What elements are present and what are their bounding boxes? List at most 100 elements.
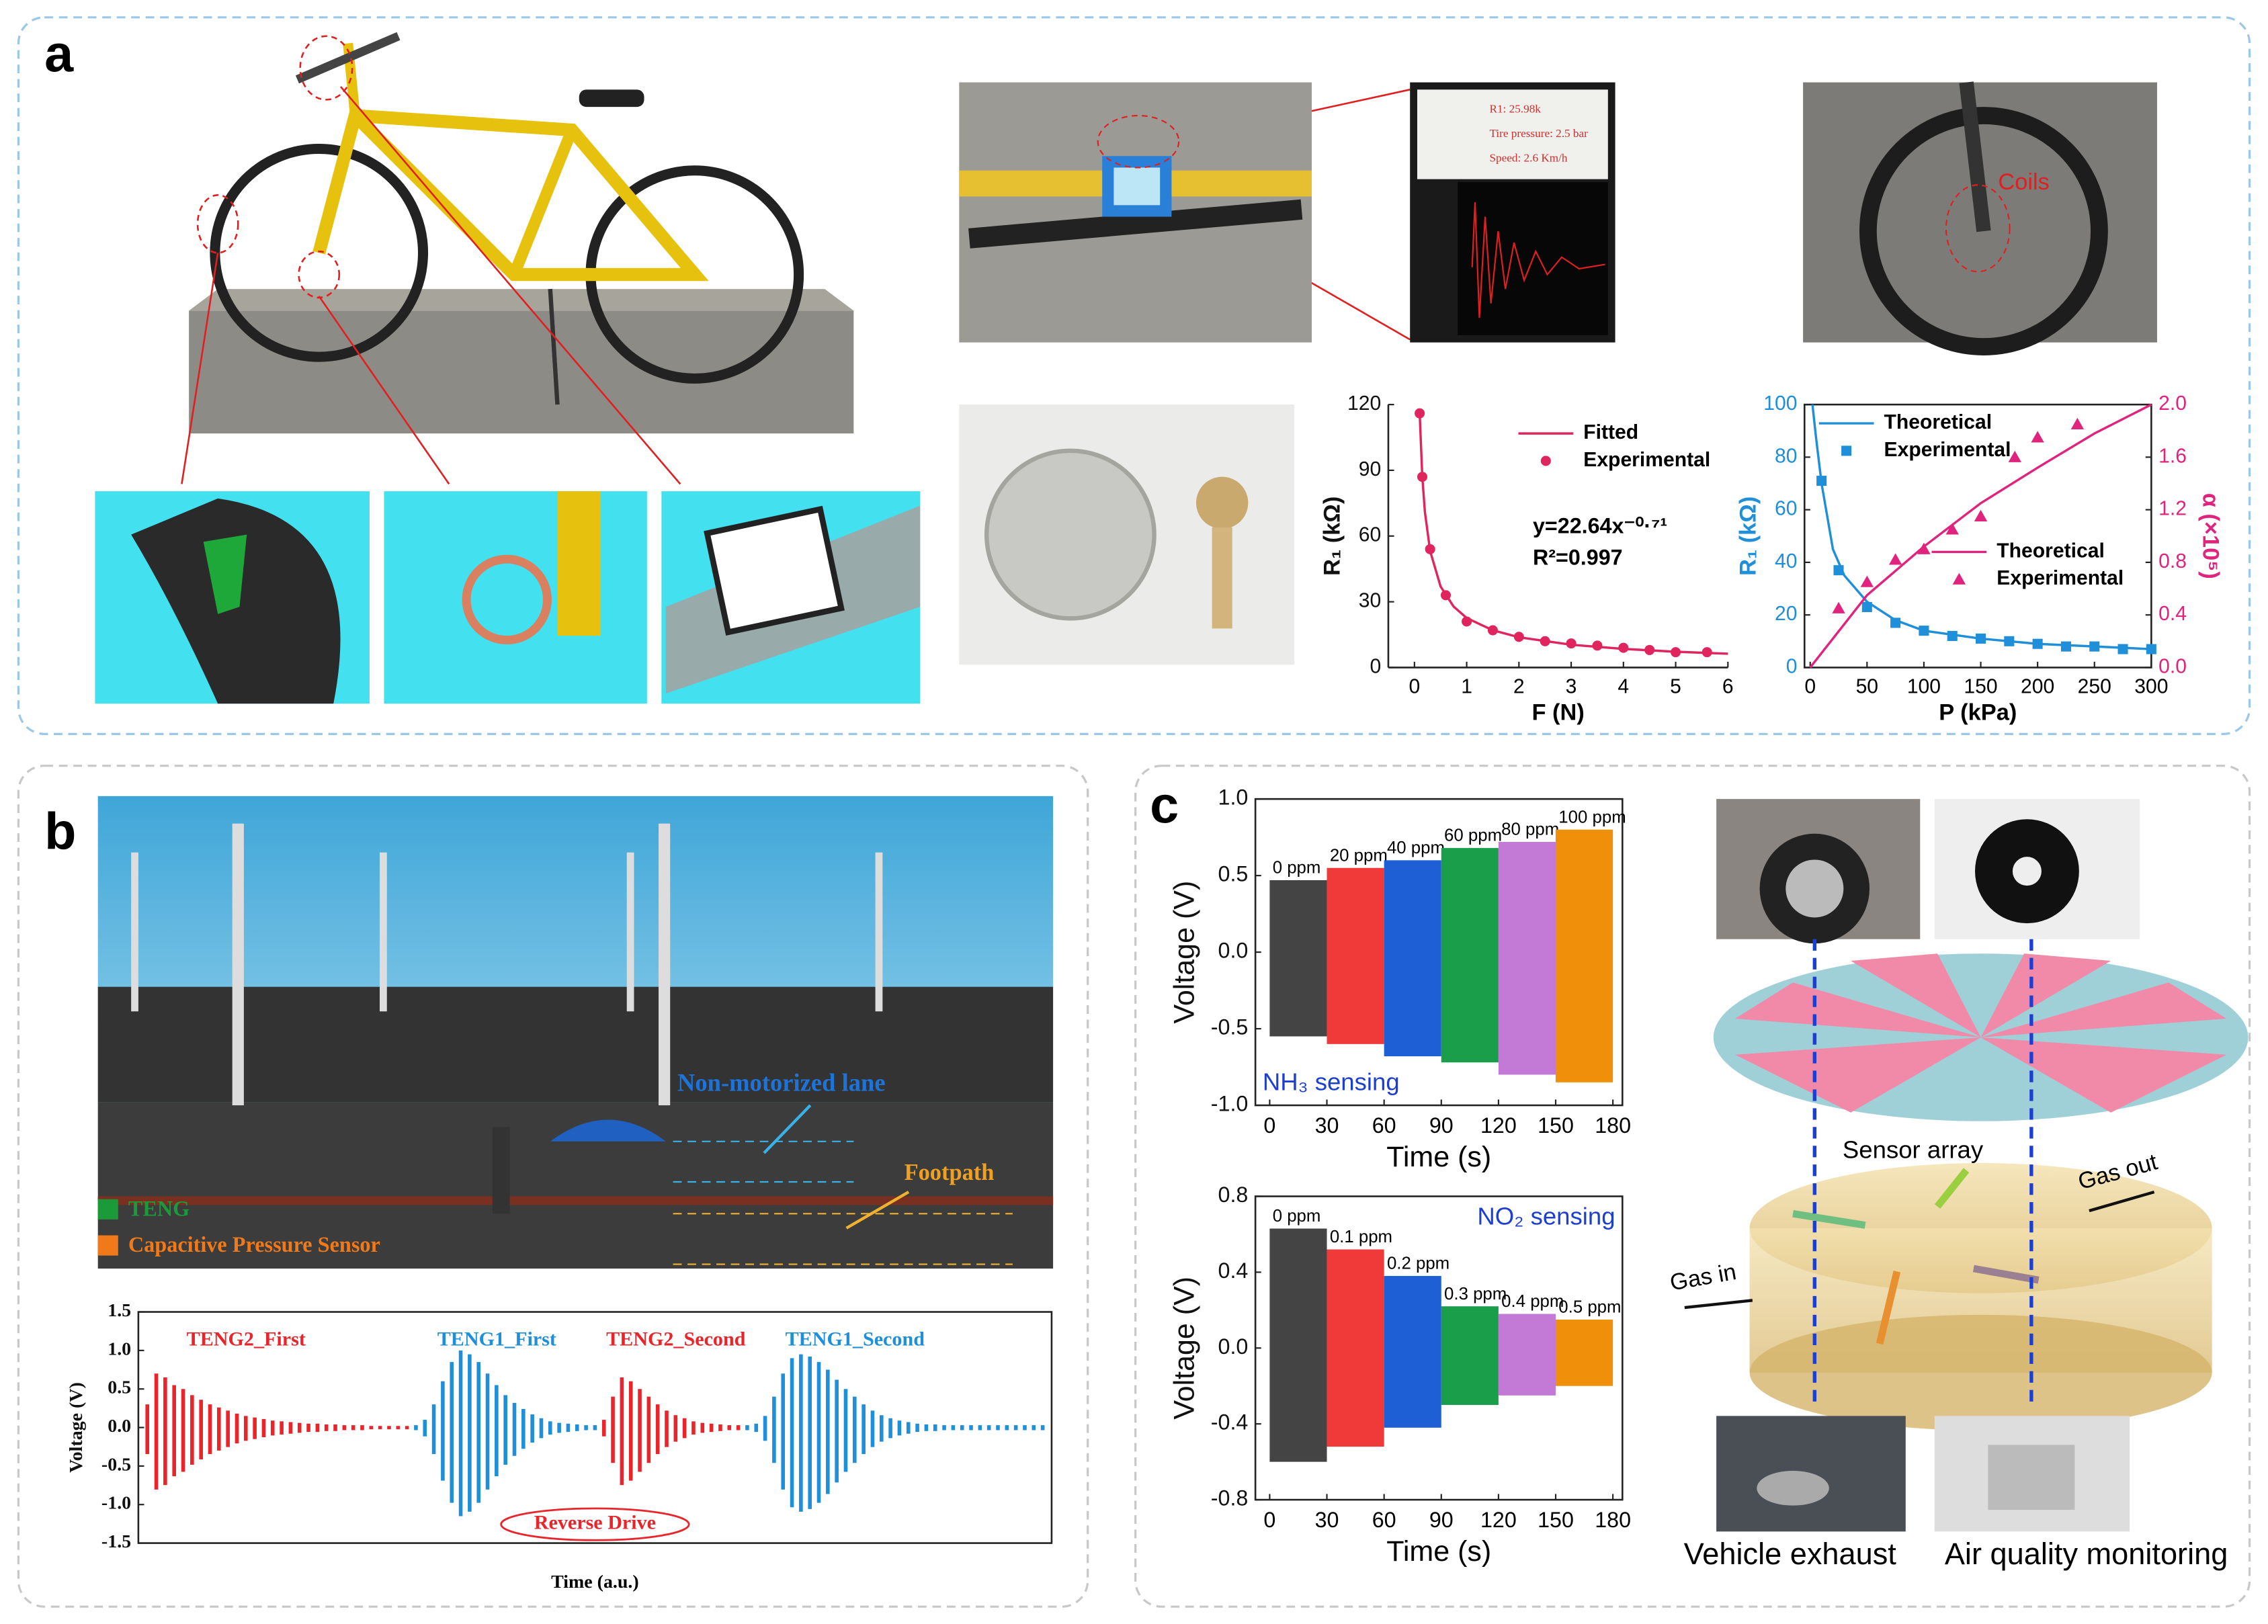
annotation: y=22.64x⁻⁰·⁷¹ <box>1533 513 1667 538</box>
data-point <box>1618 642 1629 653</box>
burst-label: TENG2_First <box>187 1327 306 1350</box>
annotation: Reverse Drive <box>534 1511 656 1534</box>
data-point <box>1644 644 1655 655</box>
data-point <box>1832 601 1845 613</box>
signal-band <box>1269 1228 1327 1462</box>
band-label: 0.4 ppm <box>1501 1292 1564 1311</box>
scene-label: Capacitive Pressure Sensor <box>128 1232 380 1256</box>
band-label: 80 ppm <box>1501 820 1559 839</box>
road-scene <box>97 796 1054 1269</box>
x-tick-label: 150 <box>1538 1113 1574 1138</box>
legend-label: Theoretical <box>1884 411 1992 433</box>
y-tick-label: 1.5 <box>108 1300 131 1321</box>
data-point <box>1566 638 1577 649</box>
y-tick-label: 1.0 <box>108 1338 131 1359</box>
data-point <box>1917 542 1931 554</box>
y2-tick-label: 2.0 <box>2158 392 2187 415</box>
y-tick-label: 0.5 <box>108 1377 131 1398</box>
data-point <box>1513 632 1524 642</box>
data-point <box>2117 644 2128 654</box>
x-axis-label: Time (s) <box>1386 1535 1491 1568</box>
annotation: NO₂ sensing <box>1477 1202 1615 1230</box>
signal-band <box>1498 841 1556 1075</box>
y-tick-label: 100 <box>1763 392 1797 415</box>
x-axis-label: P (kPa) <box>1939 699 2017 725</box>
y-axis-label: Voltage (V) <box>66 1382 87 1473</box>
y-tick-label: -1.0 <box>101 1493 131 1514</box>
y-tick-label: 20 <box>1775 603 1797 625</box>
signal-band <box>1269 880 1327 1037</box>
signal-band <box>1498 1314 1556 1396</box>
y-tick-label: 80 <box>1775 445 1797 467</box>
y-axis-label: Voltage (V) <box>1168 1277 1200 1420</box>
band-label: 100 ppm <box>1558 808 1626 826</box>
illustration-label: Vehicle exhaust <box>1684 1537 1897 1571</box>
data-point <box>1976 633 1986 644</box>
x-tick-label: 0 <box>1804 676 1816 698</box>
burst-label: TENG1_Second <box>786 1327 925 1350</box>
y-tick-label: -0.4 <box>1211 1410 1249 1435</box>
x-tick-label: 30 <box>1315 1508 1339 1532</box>
data-point <box>1671 647 1681 658</box>
data-line <box>1811 404 2152 650</box>
data-point <box>1440 590 1452 601</box>
data-point <box>1462 616 1472 627</box>
y-axis-label: R₁ (kΩ) <box>1319 497 1345 576</box>
plot-frame <box>1803 403 2152 669</box>
photo-label: Coils <box>1998 169 2049 195</box>
panel-letter: b <box>44 802 76 860</box>
coin-photo <box>959 404 1295 665</box>
x-tick-label: 0 <box>1263 1113 1275 1138</box>
data-point <box>1702 647 1712 658</box>
x-tick-label: 250 <box>2078 676 2111 698</box>
data-point <box>1833 565 1844 576</box>
y-tick-label: -1.0 <box>1211 1092 1249 1116</box>
band-label: 0.1 ppm <box>1330 1228 1392 1246</box>
bike-photo <box>189 32 854 434</box>
y-tick-label: 1.0 <box>1218 785 1249 810</box>
inset-photo <box>95 491 921 704</box>
x-tick-label: 1 <box>1461 676 1472 698</box>
lcd-text: Tire pressure: 2.5 bar <box>1489 127 1588 140</box>
y-tick-label: 90 <box>1359 458 1381 480</box>
burst-label: TENG2_Second <box>606 1327 746 1350</box>
legend-swatch <box>1540 456 1551 466</box>
scene-label: Footpath <box>905 1160 995 1185</box>
panel-letter: c <box>1150 777 1179 835</box>
y-tick-label: 60 <box>1775 498 1797 520</box>
data-point <box>1947 630 1958 642</box>
y-tick-label: 0.8 <box>1218 1183 1249 1207</box>
x-tick-label: 90 <box>1429 1508 1454 1532</box>
signal-band <box>1327 1249 1384 1447</box>
scene-label: Non-motorized lane <box>677 1068 886 1096</box>
y-axis-label: Voltage (V) <box>1168 881 1200 1024</box>
y-tick-label: 40 <box>1775 550 1797 572</box>
y2-tick-label: 0.4 <box>2158 603 2187 625</box>
band-label: 20 ppm <box>1330 846 1388 865</box>
data-point <box>1860 575 1874 587</box>
band-label: 0 ppm <box>1273 1207 1321 1226</box>
x-tick-label: 200 <box>2021 676 2054 698</box>
x-tick-label: 90 <box>1429 1113 1454 1138</box>
lcd-photo <box>1410 82 1615 343</box>
data-point <box>2031 431 2044 443</box>
data-point <box>1425 544 1435 554</box>
illustration-label: Air quality monitoring <box>1945 1537 2228 1571</box>
scene-label: TENG <box>128 1196 190 1220</box>
x-tick-label: 50 <box>1856 676 1878 698</box>
x-tick-label: 150 <box>1538 1508 1574 1532</box>
data-point <box>1890 617 1901 628</box>
y-tick-label: -0.5 <box>101 1454 131 1475</box>
panel-frame <box>17 765 1089 1608</box>
x-tick-label: 60 <box>1372 1508 1396 1532</box>
x-tick-label: 0 <box>1409 676 1420 698</box>
handlebar-photo <box>959 82 1312 343</box>
band-label: 0 ppm <box>1273 859 1321 878</box>
data-point <box>1417 472 1428 482</box>
annotation-ellipse <box>500 1507 690 1541</box>
x-tick-label: 2 <box>1513 676 1525 698</box>
signal-band <box>1441 1306 1499 1405</box>
signal-band <box>1441 848 1499 1063</box>
gas-illustration <box>1684 799 2249 1532</box>
data-point <box>2060 641 2071 652</box>
